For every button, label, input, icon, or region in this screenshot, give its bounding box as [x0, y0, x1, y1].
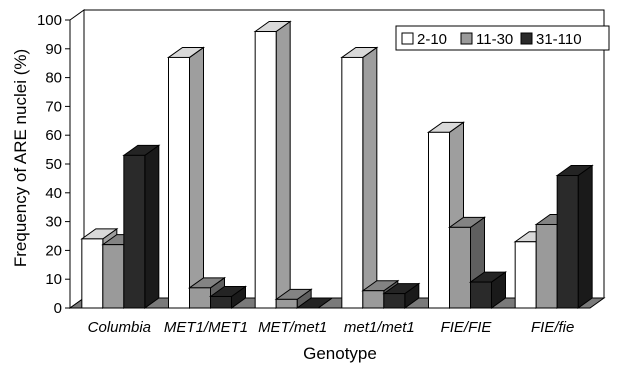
bar-side — [362, 46, 378, 309]
bar-front — [102, 244, 125, 309]
bar-front — [470, 281, 492, 309]
y-tick-label: 20 — [45, 242, 62, 259]
bar-31-110-FIE/FIE — [468, 271, 508, 309]
bar-side — [144, 144, 160, 309]
x-tick-label: FIE/FIE — [441, 319, 493, 336]
bar-front — [362, 290, 385, 309]
bar-31-110-MET/met1 — [295, 297, 334, 309]
y-tick-label: 90 — [45, 41, 62, 58]
bar-31-110-met1/met1 — [382, 282, 421, 309]
x-tick-label: met1/met1 — [344, 319, 415, 336]
y-tick-label: 70 — [45, 98, 62, 115]
bar-side — [577, 164, 593, 309]
legend-swatch — [401, 32, 414, 45]
y-tick-label: 100 — [37, 12, 62, 29]
x-axis-tick-labels: Columbia MET1/MET1 MET/met1 met1/met1 FIE/FI… — [88, 319, 575, 336]
legend-label: 31-110 — [536, 31, 582, 48]
bar-side — [189, 46, 204, 309]
legend-swatch — [460, 32, 473, 45]
bar-front — [341, 56, 364, 309]
bar-front — [168, 56, 190, 309]
x-axis-title: Genotype — [303, 344, 377, 363]
y-axis-title: Frequency of ARE nuclei (%) — [11, 49, 30, 267]
bar-top — [295, 297, 334, 309]
bar-front — [449, 226, 471, 309]
y-tick-label: 40 — [45, 185, 62, 202]
y-tick-label: 60 — [45, 127, 62, 144]
bar-31-110-MET1/MET1 — [208, 285, 248, 309]
bar-side — [275, 20, 291, 309]
bar-front — [514, 241, 537, 309]
bar-front — [535, 223, 558, 309]
bar-front — [275, 298, 298, 309]
legend: 2-10 11-30 31-110 — [395, 25, 610, 51]
y-tick-label: 50 — [45, 156, 62, 173]
bar-31-110-FIE/fie — [555, 164, 594, 309]
legend-label: 2-10 — [417, 31, 447, 48]
y-axis-ticks: 0 10 20 30 40 50 60 70 80 90 100 — [37, 12, 71, 317]
y-tick-label: 30 — [45, 214, 62, 231]
legend-label: 11-30 — [476, 31, 513, 48]
x-tick-label: FIE/fie — [531, 319, 574, 336]
y-tick-label: 10 — [45, 271, 62, 288]
bar-front — [189, 287, 211, 309]
bar-front — [123, 154, 146, 309]
x-tick-label: MET/met1 — [258, 319, 327, 336]
y-tick-label: 80 — [45, 70, 62, 87]
bar-front — [383, 293, 406, 309]
bar-2-10-MET1/MET1 — [166, 46, 206, 309]
bar-front — [556, 175, 579, 309]
bar-31-110-Columbia — [122, 144, 161, 309]
y-tick-label: 0 — [54, 300, 62, 317]
x-tick-label: MET1/MET1 — [164, 319, 248, 336]
bar-2-10-met1/met1 — [340, 46, 379, 309]
legend-box — [395, 25, 610, 51]
bars — [80, 20, 594, 309]
bar-front — [254, 31, 277, 309]
bar-2-10-MET/met1 — [253, 20, 292, 309]
bar-front — [210, 295, 232, 309]
bar-front — [81, 238, 104, 309]
x-tick-label: Columbia — [88, 319, 151, 336]
legend-swatch — [520, 32, 533, 45]
bar-front — [428, 131, 450, 309]
